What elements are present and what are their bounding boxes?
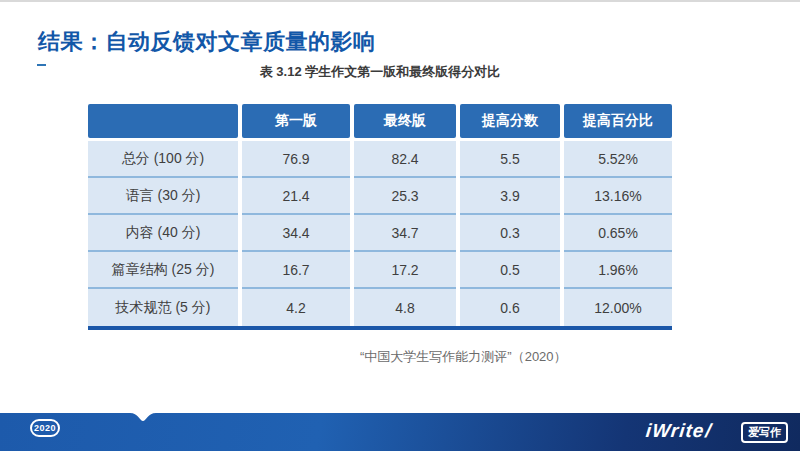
table-cell: 1.96% xyxy=(564,252,672,289)
table-cell: 0.65% xyxy=(564,215,672,252)
table-cell: 21.4 xyxy=(242,178,350,215)
row-label: 内容 (40 分) xyxy=(88,215,238,252)
table-cell: 76.9 xyxy=(242,141,350,178)
table-cell: 4.2 xyxy=(242,289,350,326)
table-cell: 0.6 xyxy=(460,289,560,326)
footer-bar: 2020 iWrite/ 爱写作 xyxy=(0,413,800,451)
header-cell-final-version: 最终版 xyxy=(354,104,456,138)
slide-title: 结果：自动反馈对文章质量的影响 xyxy=(38,27,376,57)
table-body: 总分 (100 分) 76.9 82.4 5.5 5.52% 语言 (30 分)… xyxy=(88,141,672,326)
table-cell: 34.7 xyxy=(354,215,456,252)
table-cell: 5.52% xyxy=(564,141,672,178)
table-cell: 17.2 xyxy=(354,252,456,289)
iwrite-logo: iWrite/ xyxy=(645,420,713,442)
table-cell: 16.7 xyxy=(242,252,350,289)
aixiezuo-badge: 爱写作 xyxy=(741,422,788,443)
table-cell: 12.00% xyxy=(564,289,672,326)
logo-slash-mark: / xyxy=(705,420,713,441)
table-cell: 82.4 xyxy=(354,141,456,178)
year-badge: 2020 xyxy=(30,419,60,437)
row-label: 总分 (100 分) xyxy=(88,141,238,178)
table-caption: 表 3.12 学生作文第一版和最终版得分对比 xyxy=(88,63,672,81)
table-cell: 25.3 xyxy=(354,178,456,215)
row-label: 篇章结构 (25 分) xyxy=(88,252,238,289)
header-cell-score-gain: 提高分数 xyxy=(460,104,560,138)
row-label: 技术规范 (5 分) xyxy=(88,289,238,326)
header-cell-percent-gain: 提高百分比 xyxy=(564,104,672,138)
table-cell: 0.3 xyxy=(460,215,560,252)
citation-text: “中国大学生写作能力测评”（2020） xyxy=(360,348,567,366)
presentation-slide: 结果：自动反馈对文章质量的影响 表 3.12 学生作文第一版和最终版得分对比 第… xyxy=(0,0,800,451)
table-cell: 5.5 xyxy=(460,141,560,178)
score-table: 第一版 最终版 提高分数 提高百分比 总分 (100 分) 76.9 82.4 … xyxy=(88,104,672,330)
table-cell: 4.8 xyxy=(354,289,456,326)
table-cell: 3.9 xyxy=(460,178,560,215)
iwrite-logo-text: iWrite xyxy=(645,420,706,441)
row-label: 语言 (30 分) xyxy=(88,178,238,215)
ribbon-notch-icon xyxy=(130,413,156,422)
header-cell-empty xyxy=(88,104,238,138)
table-header-row: 第一版 最终版 提高分数 提高百分比 xyxy=(88,104,672,138)
header-cell-first-version: 第一版 xyxy=(242,104,350,138)
table-cell: 13.16% xyxy=(564,178,672,215)
table-cell: 0.5 xyxy=(460,252,560,289)
top-divider-line xyxy=(0,0,800,2)
table-cell: 34.4 xyxy=(242,215,350,252)
title-underline-dash xyxy=(37,64,46,66)
table-bottom-border xyxy=(88,326,672,330)
